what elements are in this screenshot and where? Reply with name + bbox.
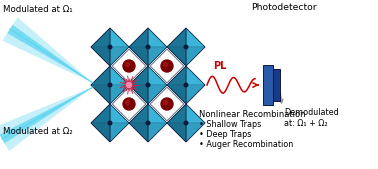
Polygon shape [167,104,186,142]
Polygon shape [150,87,184,121]
FancyBboxPatch shape [273,69,280,101]
Polygon shape [91,47,129,66]
Polygon shape [91,123,129,142]
Polygon shape [150,49,184,83]
Polygon shape [110,104,129,142]
Circle shape [123,98,135,110]
Polygon shape [112,49,146,83]
Polygon shape [129,66,167,85]
Circle shape [161,60,173,72]
Circle shape [161,98,173,110]
Polygon shape [167,66,205,85]
Polygon shape [91,85,129,104]
Polygon shape [91,104,110,142]
Polygon shape [186,104,205,142]
Circle shape [184,45,188,49]
Polygon shape [91,66,110,104]
Polygon shape [129,66,148,104]
Polygon shape [167,85,205,104]
Polygon shape [129,85,167,104]
Polygon shape [129,123,167,142]
Circle shape [125,63,130,66]
Text: Demodulated
at: Ω₁ + Ω₂: Demodulated at: Ω₁ + Ω₂ [284,108,339,128]
Polygon shape [2,17,93,83]
Polygon shape [167,28,205,47]
Circle shape [123,60,135,72]
Polygon shape [91,66,129,85]
Circle shape [108,83,112,87]
Polygon shape [112,87,146,121]
Text: Photodetector: Photodetector [251,3,316,12]
Circle shape [164,63,167,66]
Polygon shape [7,25,93,83]
Polygon shape [129,104,148,142]
Polygon shape [129,28,148,66]
Polygon shape [110,28,129,66]
Text: • Deep Traps: • Deep Traps [199,130,251,139]
Polygon shape [186,28,205,66]
Polygon shape [167,104,205,123]
Polygon shape [167,47,205,66]
Polygon shape [129,47,167,66]
Polygon shape [186,66,205,104]
Polygon shape [110,66,129,104]
Circle shape [146,121,150,125]
Polygon shape [0,87,93,151]
Circle shape [146,45,150,49]
Text: • Shallow Traps: • Shallow Traps [199,120,261,129]
Polygon shape [167,123,205,142]
Polygon shape [129,28,167,47]
Circle shape [127,82,132,88]
Text: Modulated at Ω₂: Modulated at Ω₂ [3,127,73,136]
Polygon shape [91,28,110,66]
FancyBboxPatch shape [263,65,273,105]
Polygon shape [167,28,186,66]
Polygon shape [91,28,129,47]
Polygon shape [148,28,167,66]
Text: PL: PL [213,61,226,71]
Circle shape [108,45,112,49]
Text: Modulated at Ω₁: Modulated at Ω₁ [3,5,73,14]
Polygon shape [167,66,186,104]
Polygon shape [129,104,167,123]
Polygon shape [91,104,129,123]
Circle shape [125,101,130,104]
Text: Nonlinear Recombination: Nonlinear Recombination [199,110,305,119]
Circle shape [184,121,188,125]
Circle shape [164,101,167,104]
Text: • Auger Recombination: • Auger Recombination [199,140,293,149]
Polygon shape [148,104,167,142]
Circle shape [146,83,150,87]
Polygon shape [0,87,93,143]
Circle shape [108,121,112,125]
Circle shape [184,83,188,87]
Polygon shape [148,66,167,104]
